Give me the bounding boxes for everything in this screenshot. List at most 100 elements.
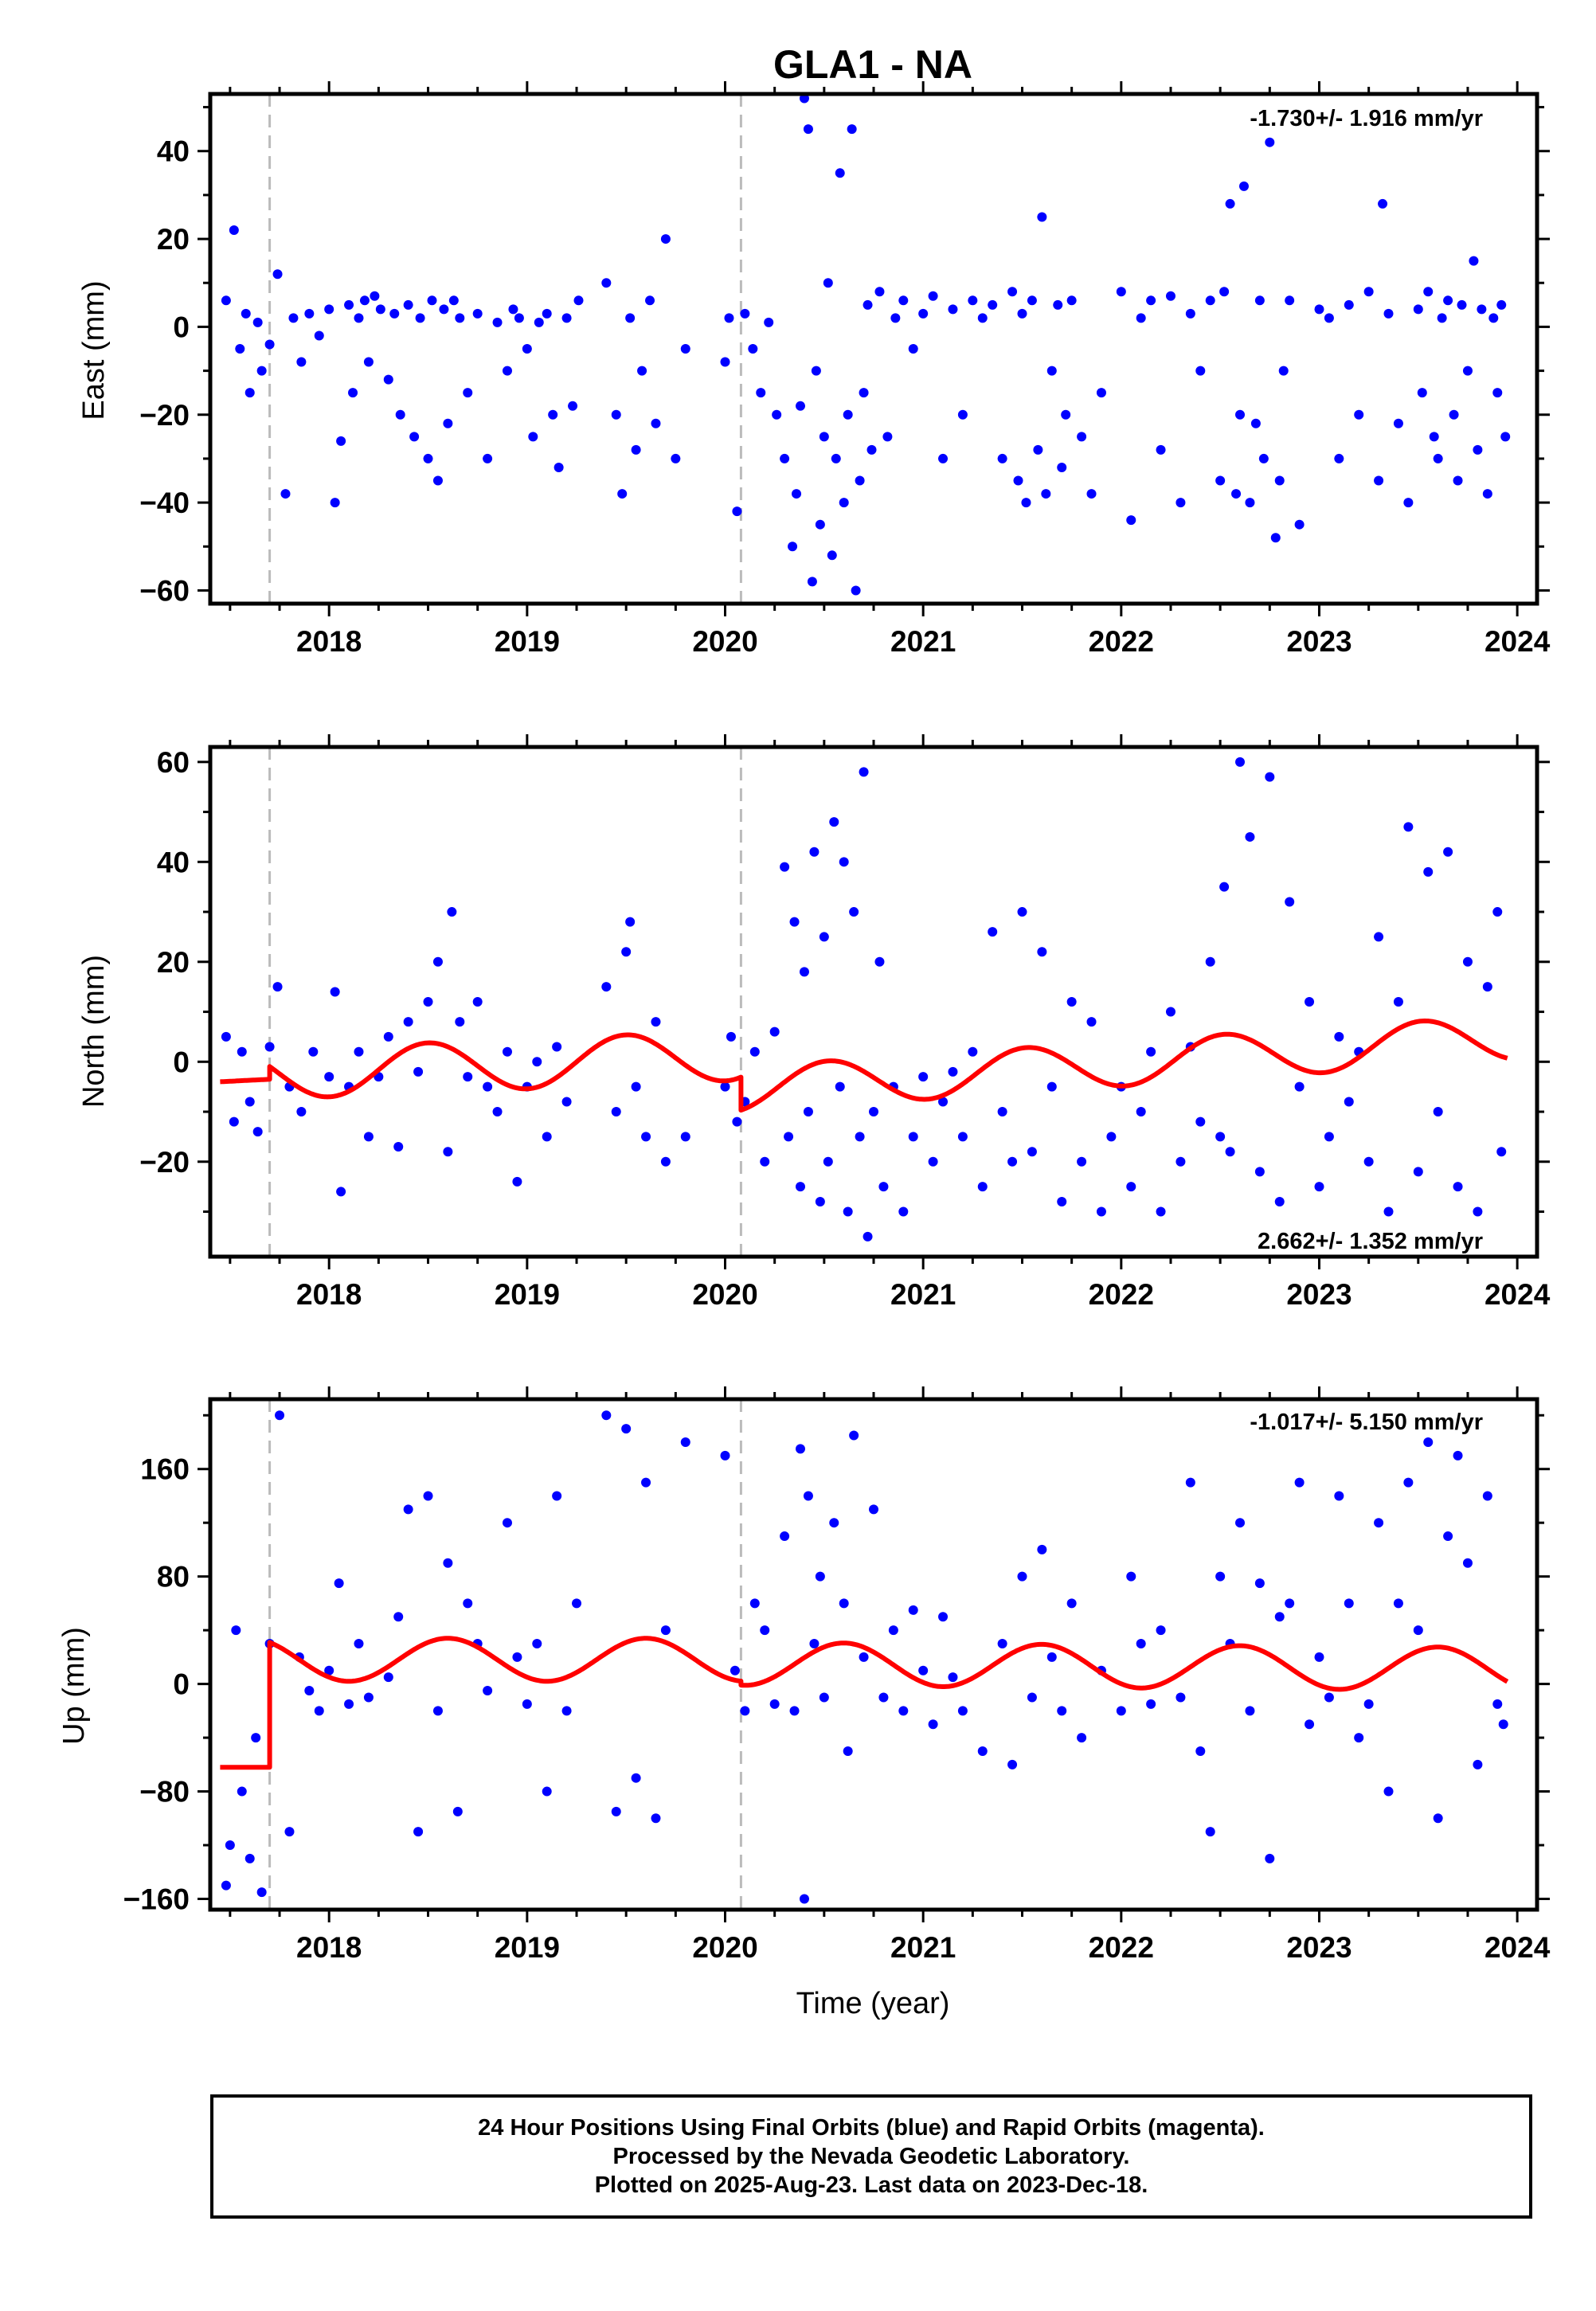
east-point xyxy=(336,436,346,446)
north-point xyxy=(1443,847,1453,857)
north-point xyxy=(843,1206,853,1217)
up-point xyxy=(977,1746,988,1756)
east-point xyxy=(1354,409,1364,420)
north-point xyxy=(732,1116,742,1127)
footer-line-1: 24 Hour Positions Using Final Orbits (bl… xyxy=(478,2115,1265,2141)
east-point xyxy=(1453,475,1463,486)
east-point xyxy=(1225,198,1235,209)
up-point xyxy=(1116,1706,1126,1716)
east-point xyxy=(928,291,938,301)
east-point xyxy=(1027,295,1037,306)
up-point xyxy=(1046,1652,1057,1662)
east-y-tick-label: −20 xyxy=(139,399,190,432)
north-point xyxy=(252,1127,263,1137)
up-y-tick-label: −160 xyxy=(123,1883,190,1916)
north-point xyxy=(1057,1196,1067,1206)
up-point xyxy=(423,1491,433,1501)
east-point xyxy=(756,388,766,398)
up-point xyxy=(483,1686,493,1696)
east-point xyxy=(427,295,437,306)
north-point xyxy=(229,1116,239,1127)
north-point xyxy=(859,767,869,777)
east-point xyxy=(492,317,503,327)
up-x-tick-label: 2023 xyxy=(1286,1931,1352,1964)
east-point xyxy=(807,577,817,587)
up-point xyxy=(363,1692,374,1703)
up-point xyxy=(641,1477,651,1488)
up-point xyxy=(393,1612,404,1622)
up-x-tick-label: 2024 xyxy=(1485,1931,1551,1964)
north-x-tick-label: 2019 xyxy=(495,1278,560,1311)
north-point xyxy=(1096,1206,1106,1217)
north-point xyxy=(780,862,790,872)
north-point xyxy=(1482,982,1492,992)
north-rate: 2.662+/- 1.352 mm/yr xyxy=(1258,1229,1483,1254)
up-point xyxy=(1498,1719,1508,1730)
up-point xyxy=(631,1773,641,1783)
east-point xyxy=(1238,181,1249,191)
east-point xyxy=(1096,388,1106,398)
north-point xyxy=(296,1107,307,1117)
east-point xyxy=(1374,475,1384,486)
east-point xyxy=(1477,304,1487,315)
north-point xyxy=(272,982,283,992)
east-point xyxy=(508,304,518,315)
north-x-tick-label: 2022 xyxy=(1089,1278,1154,1311)
north-point xyxy=(1146,1046,1156,1057)
north-point xyxy=(502,1046,512,1057)
north-point xyxy=(829,817,839,827)
east-point xyxy=(601,278,612,288)
north-point xyxy=(680,1132,690,1142)
up-panel: Up (mm) -1.017+/- 5.150 mm/yr Time (year… xyxy=(57,1386,1551,2020)
east-rate: -1.730+/- 1.916 mm/yr xyxy=(1250,106,1483,131)
up-point xyxy=(522,1699,532,1709)
up-point xyxy=(680,1437,690,1447)
north-point xyxy=(354,1046,364,1057)
east-point xyxy=(938,453,949,463)
north-point xyxy=(625,917,636,927)
north-point xyxy=(1007,1156,1018,1167)
north-point xyxy=(1403,822,1414,832)
north-point xyxy=(1066,997,1077,1007)
north-point xyxy=(413,1066,424,1077)
north-point xyxy=(601,982,612,992)
up-point xyxy=(829,1518,839,1528)
east-point xyxy=(363,357,374,367)
up-point xyxy=(1433,1813,1443,1824)
up-point xyxy=(621,1424,632,1434)
east-point xyxy=(1254,295,1265,306)
up-point xyxy=(1195,1746,1206,1756)
east-point xyxy=(831,453,841,463)
east-point xyxy=(1235,409,1246,420)
east-point xyxy=(1449,409,1459,420)
north-point xyxy=(749,1046,760,1057)
north-point xyxy=(1027,1147,1037,1157)
east-point xyxy=(1429,432,1439,442)
east-point xyxy=(568,401,578,411)
north-point xyxy=(809,847,820,857)
up-point xyxy=(1374,1518,1384,1528)
east-point xyxy=(863,299,873,310)
north-point xyxy=(1225,1147,1235,1157)
east-point xyxy=(1061,409,1071,420)
east-point xyxy=(1437,313,1447,323)
up-point xyxy=(413,1827,424,1837)
east-point xyxy=(1363,287,1374,297)
north-point xyxy=(1086,1017,1097,1027)
east-frame xyxy=(208,92,1539,606)
chart-title: GLA1 - NA xyxy=(773,42,972,87)
up-x-tick-label: 2021 xyxy=(890,1931,956,1964)
east-point xyxy=(1066,295,1077,306)
up-point xyxy=(859,1652,869,1662)
north-point xyxy=(1219,882,1230,892)
east-point xyxy=(542,308,552,319)
north-point xyxy=(898,1206,909,1217)
east-point xyxy=(1383,308,1394,319)
up-point xyxy=(1324,1692,1334,1703)
up-point xyxy=(244,1853,255,1863)
up-point xyxy=(803,1491,813,1501)
east-point xyxy=(819,432,829,442)
north-point xyxy=(726,1031,736,1042)
east-point xyxy=(1413,304,1423,315)
up-point xyxy=(1383,1786,1394,1797)
